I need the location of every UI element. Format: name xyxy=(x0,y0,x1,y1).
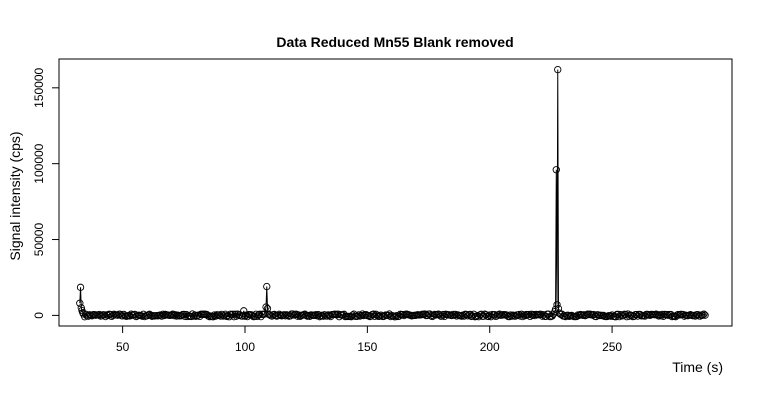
x-tick-label: 50 xyxy=(116,340,130,354)
data-point xyxy=(698,311,707,319)
y-tick-label: 100000 xyxy=(32,143,46,183)
y-tick-label: 150000 xyxy=(32,67,46,107)
x-tick-label: 100 xyxy=(235,340,255,354)
y-axis-label: Signal intensity (cps) xyxy=(7,131,23,260)
data-point xyxy=(554,65,562,74)
x-tick-label: 200 xyxy=(480,340,500,354)
data-point xyxy=(551,305,560,313)
data-point xyxy=(263,282,271,291)
x-tick-label: 250 xyxy=(602,340,622,354)
series-mn55 xyxy=(76,65,709,321)
data-point xyxy=(475,313,483,321)
data-point xyxy=(700,310,708,318)
data-point xyxy=(428,312,436,321)
data-point xyxy=(262,303,270,311)
plot-frame xyxy=(58,58,733,327)
x-axis-label: Time (s) xyxy=(672,359,723,375)
x-axis: 50 100 150 200 250 xyxy=(116,326,622,354)
chart-title: Data Reduced Mn55 Blank removed xyxy=(276,34,513,50)
data-point xyxy=(240,307,248,315)
data-point xyxy=(481,310,489,318)
data-point xyxy=(552,166,560,174)
y-tick-label: 50000 xyxy=(32,223,46,257)
data-point xyxy=(76,283,85,291)
data-point xyxy=(701,311,709,319)
data-point xyxy=(672,313,680,321)
y-axis: 0 50000 100000 150000 xyxy=(32,67,59,319)
series-line xyxy=(79,69,706,318)
x-tick-label: 150 xyxy=(357,340,377,354)
y-tick-label: 0 xyxy=(32,312,46,319)
data-point xyxy=(76,299,84,307)
data-point xyxy=(77,304,85,312)
data-point xyxy=(553,301,561,309)
data-point xyxy=(222,312,231,321)
